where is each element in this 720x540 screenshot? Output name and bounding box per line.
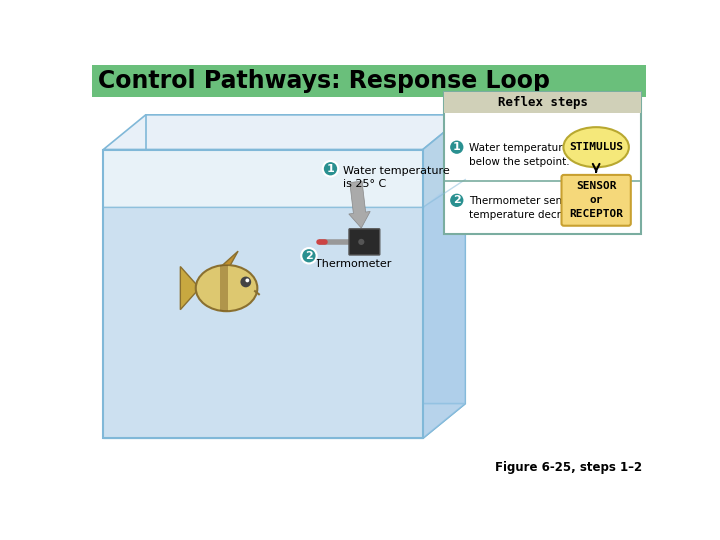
Circle shape [240, 276, 251, 287]
Circle shape [246, 279, 249, 282]
Bar [444, 92, 641, 234]
Circle shape [449, 139, 464, 155]
Bar [92, 65, 647, 97]
Text: Water temperature is
below the setpoint.: Water temperature is below the setpoint. [469, 143, 580, 166]
Circle shape [449, 193, 464, 208]
FancyBboxPatch shape [349, 229, 379, 255]
Bar [444, 92, 641, 113]
Circle shape [359, 239, 364, 245]
Text: SENSOR
or
RECEPTOR: SENSOR or RECEPTOR [569, 181, 623, 219]
Text: Figure 6-25, steps 1–2: Figure 6-25, steps 1–2 [495, 462, 642, 475]
Polygon shape [220, 265, 228, 311]
Ellipse shape [564, 127, 629, 167]
Polygon shape [104, 403, 465, 438]
Polygon shape [423, 173, 465, 438]
Text: 1: 1 [453, 142, 461, 152]
Text: 1: 1 [327, 164, 334, 174]
Ellipse shape [196, 265, 257, 311]
Text: 2: 2 [453, 195, 461, 205]
Text: Control Pathways: Response Loop: Control Pathways: Response Loop [98, 69, 550, 93]
Text: STIMULUS: STIMULUS [569, 142, 623, 152]
FancyArrow shape [348, 181, 370, 228]
Polygon shape [104, 115, 465, 150]
Text: 2: 2 [305, 251, 312, 261]
Circle shape [301, 248, 317, 264]
Polygon shape [423, 115, 465, 438]
Polygon shape [104, 207, 423, 438]
FancyBboxPatch shape [562, 175, 631, 226]
Text: Thermometer: Thermometer [315, 259, 392, 269]
Text: Water temperature
is 25° C: Water temperature is 25° C [343, 166, 449, 189]
Text: Reflex steps: Reflex steps [498, 96, 588, 109]
Polygon shape [104, 150, 423, 207]
Circle shape [323, 161, 338, 177]
Text: Thermometer senses
temperature decrease.: Thermometer senses temperature decrease. [469, 197, 589, 220]
Polygon shape [180, 267, 199, 309]
Polygon shape [222, 251, 238, 265]
